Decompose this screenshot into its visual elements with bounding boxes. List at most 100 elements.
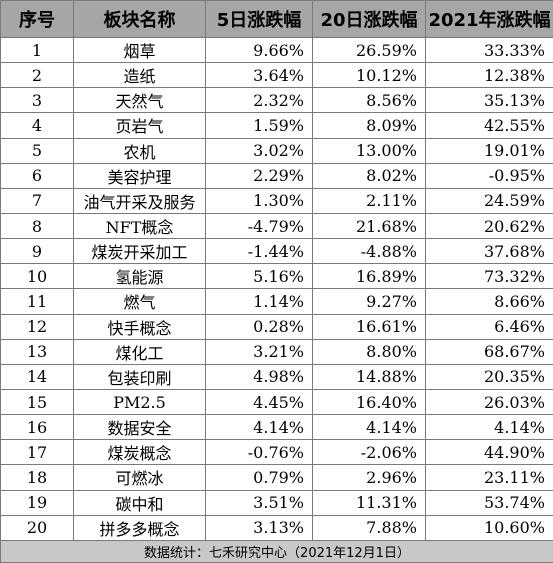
- table-row: 1 烟草 9.66% 26.59% 33.33%: [0, 36, 553, 64]
- table-row: 9 煤炭开采加工 -1.44% -4.88% 37.68%: [0, 238, 553, 265]
- data-source-note: 数据统计：七禾研究中心（2021年12月1日）: [0, 540, 553, 563]
- change-2021: 35.13%: [425, 87, 553, 114]
- table-row: 13 煤化工 3.21% 8.80% 68.67%: [0, 338, 553, 365]
- change-2021: 44.90%: [425, 439, 553, 466]
- table-row: 20 拼多多概念 3.13% 7.88% 10.60%: [0, 514, 553, 542]
- change-5day: 3.02%: [205, 137, 313, 164]
- row-index: 7: [0, 187, 74, 214]
- sector-name: 包装印刷: [73, 363, 206, 390]
- row-index: 17: [0, 439, 74, 466]
- change-5day: 9.66%: [205, 36, 313, 64]
- sector-name: 碳中和: [73, 489, 206, 516]
- change-2021: -0.95%: [425, 162, 553, 189]
- row-index: 19: [0, 489, 74, 516]
- change-5day: 3.13%: [205, 514, 313, 542]
- change-2021: 4.14%: [425, 414, 553, 441]
- sector-name: 煤化工: [73, 338, 206, 365]
- sector-name: 造纸: [73, 62, 206, 89]
- table-row: 17 煤炭概念 -0.76% -2.06% 44.90%: [0, 439, 553, 466]
- table-row: 16 数据安全 4.14% 4.14% 4.14%: [0, 414, 553, 441]
- change-5day: 2.29%: [205, 162, 313, 189]
- header-5day-change: 5日涨跌幅: [205, 0, 313, 38]
- change-2021: 10.60%: [425, 514, 553, 542]
- change-20day: 8.02%: [312, 162, 426, 189]
- change-2021: 73.32%: [425, 263, 553, 290]
- change-2021: 19.01%: [425, 137, 553, 164]
- change-20day: 16.40%: [312, 388, 426, 416]
- footer-row: 数据统计：七禾研究中心（2021年12月1日）: [0, 540, 553, 563]
- table-row: 15 PM2.5 4.45% 16.40% 26.03%: [0, 388, 553, 416]
- header-sector-name: 板块名称: [73, 0, 206, 38]
- sector-name: 快手概念: [73, 313, 206, 340]
- sector-name: 烟草: [73, 36, 206, 64]
- change-5day: 5.16%: [205, 263, 313, 290]
- change-20day: -2.06%: [312, 439, 426, 466]
- table-row: 18 可燃冰 0.79% 2.96% 23.11%: [0, 464, 553, 491]
- row-index: 14: [0, 363, 74, 390]
- change-5day: 0.79%: [205, 464, 313, 491]
- change-20day: 2.96%: [312, 464, 426, 491]
- table-row: 19 碳中和 3.51% 11.31% 53.74%: [0, 489, 553, 516]
- row-index: 3: [0, 87, 74, 114]
- change-20day: 2.11%: [312, 187, 426, 214]
- header-row: 序号 板块名称 5日涨跌幅 20日涨跌幅 2021年涨跌幅: [0, 0, 553, 38]
- change-20day: -4.88%: [312, 238, 426, 265]
- table-row: 8 NFT概念 -4.79% 21.68% 20.62%: [0, 212, 553, 240]
- sector-name: 农机: [73, 137, 206, 164]
- sector-name: 煤炭开采加工: [73, 238, 206, 265]
- row-index: 15: [0, 388, 74, 416]
- change-20day: 4.14%: [312, 414, 426, 441]
- change-2021: 24.59%: [425, 187, 553, 214]
- change-20day: 16.89%: [312, 263, 426, 290]
- table-row: 10 氢能源 5.16% 16.89% 73.32%: [0, 263, 553, 290]
- sector-name: PM2.5: [73, 388, 206, 416]
- change-2021: 23.11%: [425, 464, 553, 491]
- row-index: 8: [0, 212, 74, 240]
- sector-name: 燃气: [73, 288, 206, 315]
- change-5day: 3.64%: [205, 62, 313, 89]
- change-20day: 13.00%: [312, 137, 426, 164]
- sector-name: 拼多多概念: [73, 514, 206, 542]
- table-row: 7 油气开采及服务 1.30% 2.11% 24.59%: [0, 187, 553, 214]
- change-5day: 1.59%: [205, 112, 313, 139]
- change-20day: 16.61%: [312, 313, 426, 340]
- change-2021: 33.33%: [425, 36, 553, 64]
- table-row: 4 页岩气 1.59% 8.09% 42.55%: [0, 112, 553, 139]
- header-2021-change: 2021年涨跌幅: [425, 0, 553, 38]
- change-5day: -4.79%: [205, 212, 313, 240]
- table-row: 11 燃气 1.14% 9.27% 8.66%: [0, 288, 553, 315]
- change-2021: 26.03%: [425, 388, 553, 416]
- row-index: 1: [0, 36, 74, 64]
- sector-name: 油气开采及服务: [73, 187, 206, 214]
- row-index: 5: [0, 137, 74, 164]
- change-20day: 8.80%: [312, 338, 426, 365]
- change-20day: 8.56%: [312, 87, 426, 114]
- change-5day: 1.14%: [205, 288, 313, 315]
- change-2021: 68.67%: [425, 338, 553, 365]
- row-index: 16: [0, 414, 74, 441]
- row-index: 18: [0, 464, 74, 491]
- sector-name: 可燃冰: [73, 464, 206, 491]
- change-2021: 8.66%: [425, 288, 553, 315]
- row-index: 20: [0, 514, 74, 542]
- table-row: 2 造纸 3.64% 10.12% 12.38%: [0, 62, 553, 89]
- row-index: 10: [0, 263, 74, 290]
- change-5day: 0.28%: [205, 313, 313, 340]
- row-index: 9: [0, 238, 74, 265]
- sector-name: 美容护理: [73, 162, 206, 189]
- change-5day: 3.51%: [205, 489, 313, 516]
- sector-name: 煤炭概念: [73, 439, 206, 466]
- row-index: 2: [0, 62, 74, 89]
- change-20day: 10.12%: [312, 62, 426, 89]
- change-5day: -0.76%: [205, 439, 313, 466]
- table-row: 6 美容护理 2.29% 8.02% -0.95%: [0, 162, 553, 189]
- change-20day: 26.59%: [312, 36, 426, 64]
- sector-name: NFT概念: [73, 212, 206, 240]
- sector-name: 页岩气: [73, 112, 206, 139]
- change-5day: 4.14%: [205, 414, 313, 441]
- change-20day: 9.27%: [312, 288, 426, 315]
- row-index: 11: [0, 288, 74, 315]
- row-index: 4: [0, 112, 74, 139]
- table-row: 14 包装印刷 4.98% 14.88% 20.35%: [0, 363, 553, 390]
